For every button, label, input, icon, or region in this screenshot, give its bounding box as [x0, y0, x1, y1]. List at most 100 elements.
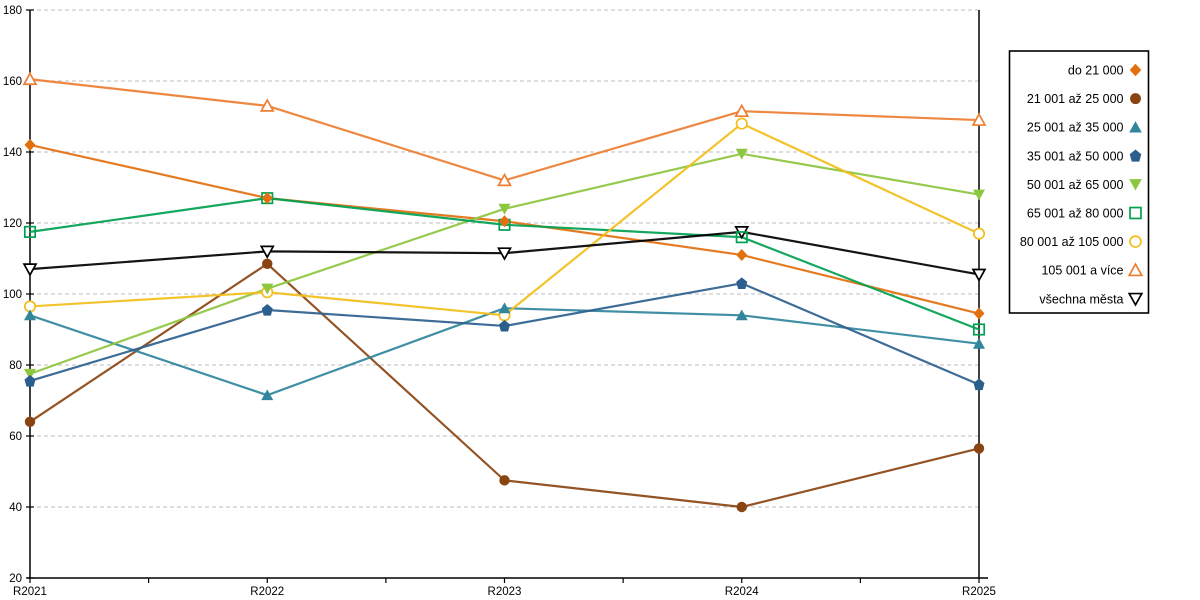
- square-open-marker: [1129, 206, 1142, 220]
- triangle-down-open-marker: [971, 268, 987, 283]
- data-point-marker: [734, 103, 750, 118]
- triangle-down-open-marker: [259, 245, 275, 259]
- data-point-marker: [736, 248, 748, 261]
- data-point-marker: [736, 501, 747, 513]
- series-markers: [22, 71, 987, 513]
- data-point-marker: [497, 247, 512, 261]
- y-tick-label: 140: [3, 147, 22, 159]
- triangle-up-marker: [735, 309, 748, 321]
- triangle-up-marker: [261, 389, 274, 401]
- data-point-marker: [22, 263, 38, 277]
- y-tick-label: 100: [3, 289, 22, 301]
- legend-item-50-001-a-65-000: 50 001 až 65 000: [1027, 178, 1142, 192]
- pentagon-marker: [499, 319, 510, 332]
- triangle-up-marker: [973, 337, 985, 349]
- legend-marker: [1129, 121, 1142, 133]
- legend-marker: [1130, 93, 1141, 105]
- diamond-marker: [1129, 63, 1142, 77]
- data-point-marker: [973, 337, 985, 349]
- x-tick-label: R2022: [250, 586, 284, 598]
- circle-marker: [24, 416, 36, 427]
- square-open-marker: [972, 323, 986, 336]
- data-point-marker: [23, 225, 37, 238]
- y-tick-label: 80: [9, 360, 22, 372]
- series-markers-35-001-a-50-000: [24, 277, 985, 391]
- axes: 20 40 60 80 100 120 140 160 180 R2021 R2022 R2023 R2…: [3, 5, 996, 598]
- data-point-marker: [973, 378, 985, 391]
- data-point-marker: [971, 112, 987, 126]
- legend-marker: [1127, 292, 1144, 307]
- triangle-up-open-marker: [259, 98, 275, 112]
- legend-marker: [1129, 149, 1142, 162]
- diamond-marker: [736, 248, 748, 261]
- data-point-marker: [972, 323, 986, 336]
- triangle-up-open-marker: [1127, 262, 1144, 277]
- legend-marker: [1129, 206, 1142, 220]
- data-point-marker: [498, 203, 511, 215]
- diamond-marker: [973, 307, 985, 320]
- data-point-marker: [972, 227, 986, 240]
- triangle-down-marker: [261, 283, 274, 295]
- data-point-marker: [499, 319, 510, 332]
- series-markers-105-001-a-v-ce: [22, 71, 987, 187]
- triangle-down-open-marker: [497, 247, 512, 261]
- series-line-105-001-a-v-ce: [28, 78, 981, 182]
- data-point-marker: [24, 374, 36, 387]
- diamond-marker: [499, 215, 510, 228]
- data-point-marker: [735, 117, 748, 130]
- triangle-up-marker: [24, 309, 36, 321]
- y-tick-label: 40: [9, 502, 22, 514]
- legend-box: [1008, 50, 1150, 314]
- data-point-marker: [973, 307, 985, 320]
- legend-label: 105 001 a více: [1041, 264, 1123, 278]
- triangle-up-open-marker: [497, 172, 512, 187]
- series-markers-25-001-a-35-000: [24, 302, 985, 401]
- triangle-up-marker: [498, 302, 511, 314]
- data-point-marker: [973, 189, 985, 201]
- y-tick-label: 180: [3, 5, 22, 17]
- data-point-marker: [735, 309, 748, 321]
- legend-item-105-001-a-v-ce: 105 001 a více: [1041, 262, 1144, 278]
- legend-item-80-001-a-105-000: 80 001 až 105 000: [1020, 235, 1142, 249]
- triangle-up-open-marker: [971, 112, 987, 126]
- series-line-50-001-a-65-000: [28, 152, 981, 375]
- series-markers-50-001-a-65-000: [24, 148, 985, 380]
- legend-marker: [1129, 235, 1142, 248]
- legend-label: 21 001 až 25 000: [1027, 92, 1124, 106]
- legend-label: 50 001 až 65 000: [1027, 178, 1124, 192]
- circle-open-marker: [972, 227, 986, 240]
- circle-marker: [262, 258, 273, 270]
- circle-marker: [499, 475, 510, 486]
- triangle-up-marker: [1129, 121, 1142, 133]
- data-point-marker: [735, 231, 748, 244]
- data-point-marker: [259, 245, 275, 259]
- data-point-marker: [973, 443, 985, 454]
- legend-label: 80 001 až 105 000: [1020, 235, 1124, 249]
- y-tick-label: 20: [9, 573, 22, 585]
- legend-label: 25 001 až 35 000: [1027, 121, 1124, 135]
- data-point-marker: [262, 258, 273, 270]
- data-point-marker: [971, 268, 987, 283]
- data-point-marker: [259, 98, 275, 112]
- x-tick-label: R2024: [725, 586, 759, 598]
- data-point-marker: [497, 172, 512, 187]
- triangle-down-marker: [735, 148, 748, 160]
- y-tick-label: 60: [9, 431, 22, 443]
- pentagon-marker: [1129, 149, 1142, 162]
- pentagon-marker: [736, 277, 748, 289]
- pentagon-marker: [24, 374, 36, 387]
- circle-open-marker: [735, 117, 748, 130]
- legend-item-65-001-a-80-000: 65 001 až 80 000: [1027, 206, 1142, 221]
- series-line-21-001-a-25-000: [28, 262, 981, 509]
- square-open-marker: [735, 231, 748, 244]
- triangle-down-marker: [498, 203, 511, 215]
- circle-open-marker: [1129, 235, 1142, 248]
- data-point-marker: [261, 303, 273, 316]
- data-point-marker: [261, 389, 274, 401]
- circle-marker: [973, 443, 985, 454]
- series-lines: [28, 78, 981, 509]
- series-markers-21-001-a-25-000: [24, 258, 985, 513]
- legend-marker: [1129, 179, 1142, 191]
